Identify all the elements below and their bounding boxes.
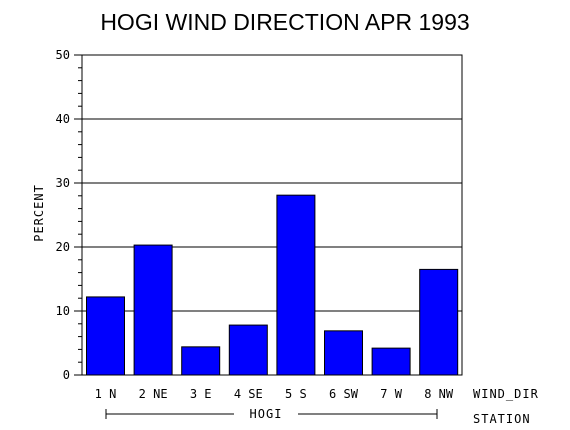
chart-title: HOGI WIND DIRECTION APR 1993 bbox=[100, 9, 469, 35]
bar bbox=[86, 296, 125, 376]
group-axis-label: STATION bbox=[473, 412, 531, 426]
x-axis-label: WIND_DIR bbox=[473, 387, 539, 401]
x-tick-label: 3 E bbox=[190, 387, 212, 401]
x-tick-label: 8 NW bbox=[424, 387, 454, 401]
x-tick-label: 5 S bbox=[285, 387, 307, 401]
y-tick-label: 0 bbox=[63, 368, 70, 382]
x-axis: 1 N 2 NE 3 E 4 SE 5 S 6 SW 7 W 8 NW bbox=[95, 387, 454, 401]
group-label: HOGI bbox=[250, 407, 283, 421]
y-tick-label: 40 bbox=[56, 112, 70, 126]
x-tick-label: 2 NE bbox=[139, 387, 168, 401]
bar bbox=[371, 347, 411, 376]
y-tick-label: 30 bbox=[56, 176, 70, 190]
y-tick-label: 10 bbox=[56, 304, 70, 318]
bars bbox=[86, 194, 459, 376]
y-axis-label: PERCENT bbox=[32, 184, 46, 242]
x-tick-label: 7 W bbox=[380, 387, 402, 401]
bar bbox=[419, 268, 459, 376]
y-tick-label: 20 bbox=[56, 240, 70, 254]
plot-frame bbox=[81, 54, 463, 376]
bar bbox=[324, 330, 363, 376]
bar bbox=[133, 244, 173, 376]
bar bbox=[276, 194, 316, 376]
bar bbox=[228, 324, 268, 376]
y-tick-label: 50 bbox=[56, 48, 70, 62]
y-axis: 0 10 20 30 40 50 bbox=[56, 48, 82, 382]
group-bracket bbox=[105, 409, 438, 419]
x-tick-label: 1 N bbox=[95, 387, 117, 401]
bar bbox=[181, 346, 221, 376]
x-tick-label: 6 SW bbox=[329, 387, 359, 401]
x-tick-label: 4 SE bbox=[234, 387, 263, 401]
